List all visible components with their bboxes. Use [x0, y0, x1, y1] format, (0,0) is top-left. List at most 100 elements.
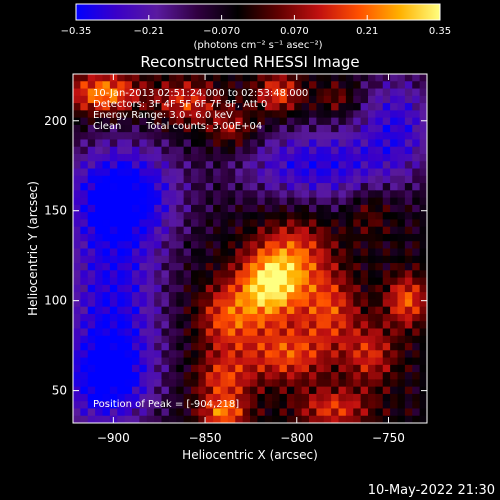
- heatmap-cell: [286, 212, 295, 221]
- heatmap-cell: [368, 88, 376, 97]
- heatmap-cell: [257, 248, 266, 257]
- heatmap-cell: [168, 197, 177, 206]
- heatmap-cell: [368, 393, 376, 402]
- heatmap-cell: [146, 313, 155, 322]
- heatmap-cell: [242, 306, 251, 315]
- heatmap-cell: [360, 117, 369, 126]
- heatmap-cell: [294, 233, 303, 242]
- heatmap-cell: [257, 197, 266, 206]
- heatmap-cell: [139, 212, 148, 221]
- heatmap-cell: [250, 306, 258, 315]
- heatmap-cell: [146, 197, 155, 206]
- heatmap-cell: [316, 241, 325, 250]
- heatmap-cell: [345, 110, 354, 119]
- heatmap-cell: [183, 241, 192, 250]
- heatmap-cell: [95, 401, 104, 410]
- heatmap-cell: [404, 175, 413, 184]
- heatmap-cell: [198, 263, 207, 271]
- heatmap-cell: [353, 219, 362, 228]
- heatmap-cell: [397, 364, 406, 373]
- heatmap-cell: [412, 233, 421, 242]
- heatmap-cell: [102, 277, 111, 286]
- heatmap-cell: [87, 393, 96, 402]
- heatmap-cell: [272, 292, 281, 300]
- heatmap-cell: [191, 255, 199, 264]
- heatmap-cell: [338, 161, 347, 170]
- heatmap-cell: [235, 183, 244, 191]
- heatmap-cell: [286, 357, 295, 366]
- heatmap-cell: [102, 299, 111, 308]
- heatmap-cell: [397, 263, 406, 271]
- heatmap-cell: [419, 110, 427, 119]
- heatmap-cell: [95, 226, 104, 235]
- heatmap-cell: [375, 408, 384, 417]
- heatmap-cell: [242, 146, 251, 155]
- heatmap-cell: [73, 415, 81, 423]
- heatmap-cell: [397, 95, 406, 104]
- heatmap-cell: [80, 212, 89, 221]
- heatmap-cell: [360, 132, 369, 141]
- heatmap-cell: [397, 81, 406, 90]
- heatmap-cell: [80, 321, 89, 330]
- heatmap-cell: [368, 241, 376, 250]
- heatmap-cell: [213, 335, 222, 344]
- heatmap-cell: [301, 255, 310, 264]
- heatmap-cell: [353, 212, 362, 221]
- heatmap-cell: [257, 372, 266, 380]
- heatmap-cell: [80, 408, 89, 417]
- heatmap-cell: [368, 386, 376, 395]
- heatmap-cell: [154, 175, 163, 184]
- heatmap-cell: [368, 197, 376, 206]
- heatmap-cell: [404, 117, 413, 126]
- heatmap-cell: [242, 168, 251, 177]
- heatmap-cell: [404, 299, 413, 308]
- heatmap-cell: [146, 241, 155, 250]
- heatmap-cell: [198, 110, 207, 119]
- heatmap-cell: [198, 306, 207, 315]
- heatmap-cell: [323, 241, 332, 250]
- heatmap-cell: [102, 117, 111, 126]
- heatmap-cell: [242, 248, 251, 257]
- heatmap-cell: [257, 161, 266, 170]
- heatmap-cell: [183, 175, 192, 184]
- heatmap-cell: [124, 313, 133, 322]
- heatmap-cell: [146, 153, 155, 162]
- heatmap-cell: [176, 343, 185, 351]
- heatmap-cell: [227, 233, 236, 242]
- heatmap-cell: [102, 226, 111, 235]
- heatmap-cell: [73, 95, 81, 104]
- heatmap-cell: [412, 350, 421, 359]
- heatmap-cell: [345, 386, 354, 395]
- heatmap-cell: [404, 357, 413, 366]
- heatmap-cell: [146, 255, 155, 264]
- heatmap-cell: [198, 117, 207, 126]
- heatmap-cell: [80, 401, 89, 410]
- heatmap-cell: [412, 139, 421, 148]
- heatmap-cell: [368, 415, 376, 423]
- heatmap-cell: [198, 386, 207, 395]
- heatmap-cell: [390, 393, 399, 402]
- heatmap-cell: [323, 110, 332, 119]
- heatmap-cell: [316, 132, 325, 141]
- heatmap-cell: [345, 321, 354, 330]
- heatmap-cell: [139, 335, 148, 344]
- heatmap-cell: [382, 204, 391, 213]
- heatmap-cell: [323, 408, 332, 417]
- heatmap-cell: [132, 292, 140, 300]
- heatmap-cell: [109, 379, 118, 388]
- heatmap-cell: [250, 277, 258, 286]
- heatmap-cell: [309, 88, 317, 97]
- heatmap-cell: [183, 190, 192, 199]
- heatmap-cell: [257, 219, 266, 228]
- heatmap-cell: [227, 81, 236, 90]
- heatmap-cell: [161, 255, 170, 264]
- heatmap-cell: [102, 343, 111, 351]
- heatmap-cell: [220, 153, 229, 162]
- heatmap-cell: [95, 386, 104, 395]
- heatmap-cell: [404, 88, 413, 97]
- heatmap-cell: [279, 408, 288, 417]
- heatmap-cell: [154, 132, 163, 141]
- heatmap-cell: [154, 241, 163, 250]
- heatmap-cell: [198, 335, 207, 344]
- heatmap-cell: [161, 183, 170, 191]
